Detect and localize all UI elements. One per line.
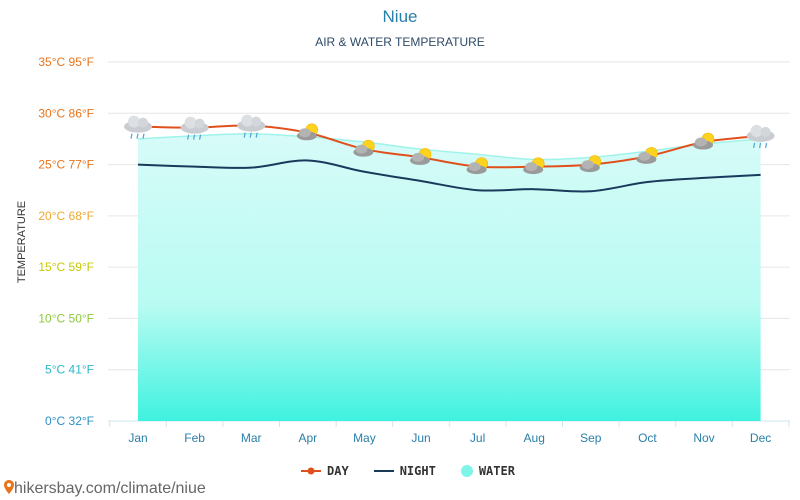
- legend-water-label: WATER: [478, 464, 515, 478]
- rain-cloud-icon: [746, 124, 775, 148]
- x-tick-label-mar: Mar: [241, 431, 262, 445]
- legend-day-label: DAY: [327, 464, 349, 478]
- x-tick-label-feb: Feb: [184, 431, 205, 445]
- x-tick-label-apr: Apr: [298, 431, 317, 445]
- partly-cloudy-icon: [579, 155, 602, 173]
- x-tick-label-jan: Jan: [128, 431, 147, 445]
- y-tick-label-5: 10°C 50°F: [38, 311, 94, 325]
- rain-cloud-icon: [180, 116, 209, 140]
- chart-title: Niue: [382, 7, 418, 26]
- y-tick-label-1: 30°C 86°F: [38, 106, 94, 120]
- legend-item-night[interactable]: NIGHT: [373, 464, 436, 478]
- chart-subtitle: AIR & WATER TEMPERATURE: [315, 35, 485, 49]
- legend-day-swatch: [301, 467, 321, 475]
- legend: DAY NIGHT WATER: [300, 462, 539, 480]
- x-tick-label-aug: Aug: [524, 431, 545, 445]
- legend-item-water[interactable]: WATER: [460, 464, 515, 478]
- y-tick-label-0: 35°C 95°F: [38, 55, 94, 69]
- location-pin-icon: [4, 480, 14, 494]
- night-line: [137, 159, 761, 193]
- x-tick-label-oct: Oct: [638, 431, 657, 445]
- x-tick-label-may: May: [353, 431, 376, 445]
- partly-cloudy-icon: [523, 157, 545, 175]
- y-tick-label-7: 0°C 32°F: [45, 414, 94, 428]
- partly-cloudy-icon: [466, 157, 488, 175]
- source-credit-text: hikersbay.com/climate/niue: [14, 480, 206, 497]
- x-tick-label-sep: Sep: [580, 431, 602, 445]
- legend-item-day[interactable]: DAY: [300, 464, 349, 478]
- x-tick-label-nov: Nov: [693, 431, 714, 445]
- rain-cloud-icon: [237, 114, 266, 138]
- partly-cloudy-icon: [353, 139, 375, 157]
- water-area: [138, 133, 761, 421]
- partly-cloudy-icon: [410, 148, 432, 165]
- partly-cloudy-icon: [296, 123, 319, 141]
- rain-cloud-icon: [124, 115, 152, 139]
- legend-night-swatch: [373, 470, 394, 472]
- y-tick-label-4: 15°C 59°F: [38, 260, 94, 274]
- y-tick-label-3: 20°C 68°F: [38, 209, 94, 223]
- legend-night-label: NIGHT: [399, 464, 436, 478]
- source-credit[interactable]: hikersbay.com/climate/niue: [4, 480, 206, 498]
- x-tick-label-dec: Dec: [750, 431, 771, 445]
- legend-water-swatch: [460, 465, 473, 477]
- x-tick-label-jun: Jun: [411, 431, 430, 445]
- x-tick-label-jul: Jul: [470, 431, 485, 445]
- partly-cloudy-icon: [693, 132, 715, 150]
- partly-cloudy-icon: [636, 147, 658, 164]
- y-tick-label-6: 5°C 41°F: [45, 363, 94, 377]
- y-tick-label-2: 25°C 77°F: [38, 158, 94, 172]
